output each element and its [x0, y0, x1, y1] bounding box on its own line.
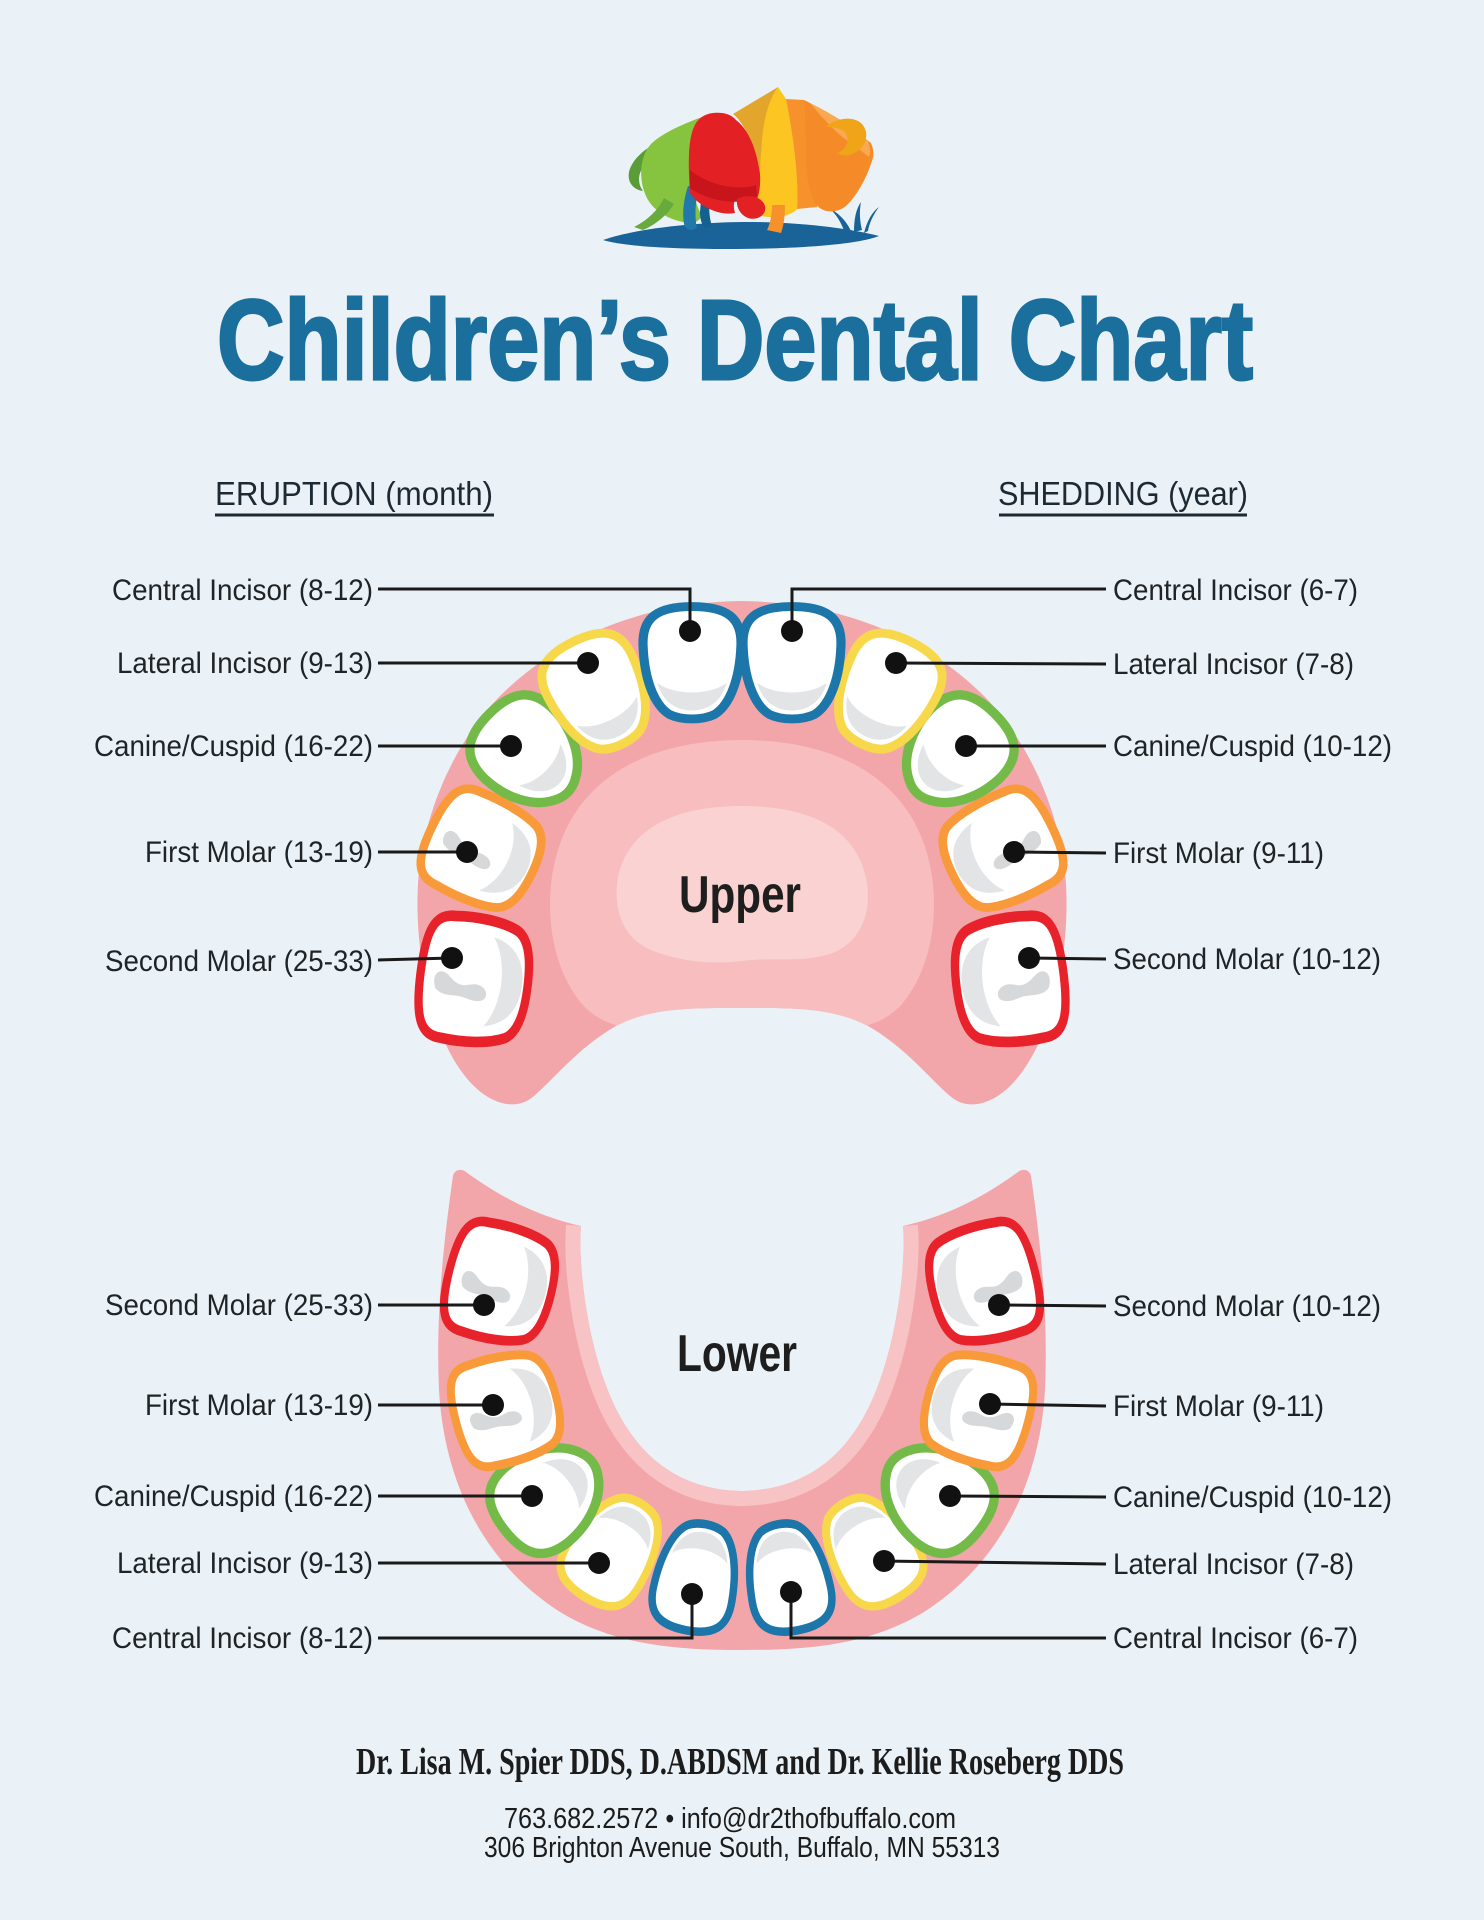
svg-text:Canine/Cuspid (16-22): Canine/Cuspid (16-22) — [94, 1480, 373, 1513]
svg-text:SHEDDING (year): SHEDDING (year) — [998, 475, 1248, 512]
svg-text:Lateral Incisor (7-8): Lateral Incisor (7-8) — [1113, 648, 1354, 681]
svg-text:Canine/Cuspid (10-12): Canine/Cuspid (10-12) — [1113, 1481, 1392, 1514]
svg-text:Second Molar (10-12): Second Molar (10-12) — [1113, 943, 1381, 976]
svg-text:Second Molar (25-33): Second Molar (25-33) — [105, 1289, 373, 1322]
svg-text:Upper: Upper — [679, 866, 801, 924]
svg-text:Lateral Incisor (9-13): Lateral Incisor (9-13) — [117, 647, 373, 680]
svg-text:Children’s Dental Chart: Children’s Dental Chart — [217, 277, 1253, 403]
svg-text:Central Incisor (8-12): Central Incisor (8-12) — [112, 574, 373, 607]
svg-text:306 Brighton Avenue South, Buf: 306 Brighton Avenue South, Buffalo, MN 5… — [484, 1832, 1000, 1864]
svg-text:ERUPTION (month): ERUPTION (month) — [215, 475, 493, 512]
svg-text:Central Incisor (6-7): Central Incisor (6-7) — [1113, 1622, 1358, 1655]
svg-text:Central Incisor (8-12): Central Incisor (8-12) — [112, 1622, 373, 1655]
svg-text:Canine/Cuspid (10-12): Canine/Cuspid (10-12) — [1113, 730, 1392, 763]
svg-text:Lateral Incisor (9-13): Lateral Incisor (9-13) — [117, 1547, 373, 1580]
svg-text:Central Incisor (6-7): Central Incisor (6-7) — [1113, 574, 1358, 607]
svg-text:First Molar (9-11): First Molar (9-11) — [1113, 1390, 1324, 1423]
svg-text:Lateral Incisor (7-8): Lateral Incisor (7-8) — [1113, 1548, 1354, 1581]
svg-text:First Molar (13-19): First Molar (13-19) — [145, 1389, 373, 1422]
svg-text:Dr. Lisa M. Spier DDS, D.ABDSM: Dr. Lisa M. Spier DDS, D.ABDSM and Dr. K… — [356, 1741, 1124, 1783]
svg-text:Second Molar (10-12): Second Molar (10-12) — [1113, 1290, 1381, 1323]
svg-text:763.682.2572 • info@dr2thofbuf: 763.682.2572 • info@dr2thofbuffalo.com — [504, 1803, 956, 1835]
svg-text:First Molar (13-19): First Molar (13-19) — [145, 836, 373, 869]
svg-text:Lower: Lower — [677, 1325, 797, 1383]
svg-text:First Molar (9-11): First Molar (9-11) — [1113, 837, 1324, 870]
svg-text:Second Molar (25-33): Second Molar (25-33) — [105, 945, 373, 978]
svg-text:Canine/Cuspid (16-22): Canine/Cuspid (16-22) — [94, 730, 373, 763]
